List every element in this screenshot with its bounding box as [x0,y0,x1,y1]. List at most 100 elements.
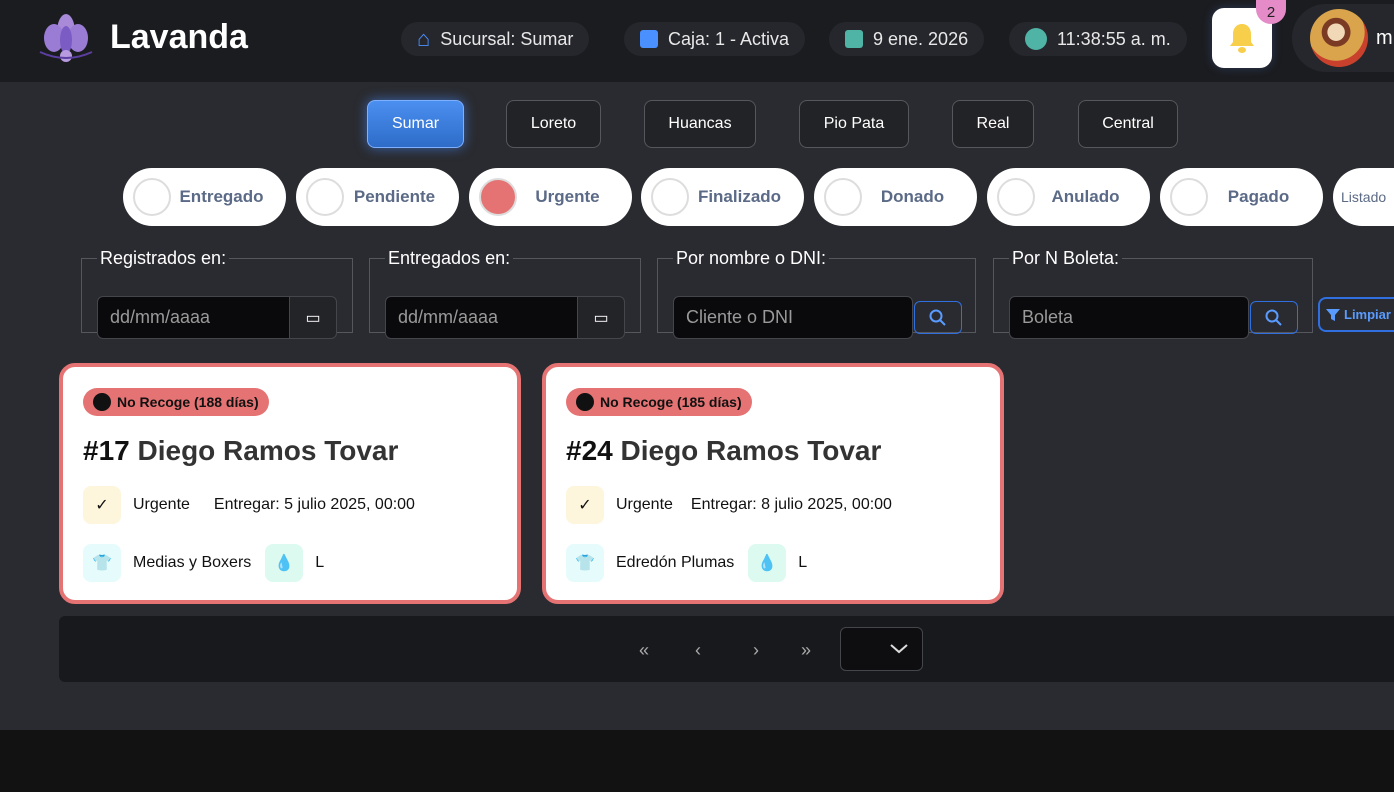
register-icon [640,30,658,48]
badge-text: No Recoge (185 días) [600,394,742,410]
calendar-icon[interactable]: ▭ [289,296,337,339]
status-filter-finalizado[interactable]: Finalizado [641,168,804,226]
search-icon [1265,309,1282,326]
radio-icon [479,178,517,216]
status-filter-pendiente[interactable]: Pendiente [296,168,459,226]
client-search-input[interactable]: Cliente o DNI [673,296,913,339]
first-page-button[interactable]: « [639,640,650,660]
filter-label: Registrados en: [100,248,227,268]
status-label: Pendiente [353,187,436,206]
clock-icon [93,393,111,411]
status-filter-urgente[interactable]: Urgente [469,168,632,226]
clear-filters-button[interactable]: Limpiar [1318,297,1394,332]
order-title: #17 Diego Ramos Tovar [83,435,398,467]
search-button[interactable] [914,301,962,334]
radio-icon [306,178,344,216]
filter-label: Entregados en: [388,248,511,268]
branch-tab-pio-pata[interactable]: Pio Pata [799,100,909,148]
delivered-date-filter: Entregados en: dd/mm/aaaa ▭ [369,248,641,339]
calendar-icon [845,30,863,48]
radio-icon [997,178,1035,216]
shirt-icon: 👕 [83,544,121,582]
radio-icon [1170,178,1208,216]
next-page-button[interactable]: › [753,640,759,660]
order-number: #17 [83,435,130,466]
status-label: Urgente [535,187,600,206]
clock-icon [1025,28,1047,50]
radio-icon [824,178,862,216]
item-size: L [798,554,808,571]
status-filter-entregado[interactable]: Entregado [123,168,286,226]
branch-text: Sucursal: Sumar [440,28,574,49]
status-label: Finalizado [697,187,782,206]
user-name: m [1376,26,1393,49]
order-number: #24 [566,435,613,466]
search-icon [929,309,946,326]
name-filter: Por nombre o DNI: Cliente o DNI [657,248,976,339]
bell-icon [1230,24,1254,53]
priority: Urgente [133,496,190,513]
avatar [1310,9,1368,67]
pagination: « ‹ › » [59,616,1394,682]
status-label: Entregado [179,187,264,206]
check-icon: ✓ [83,486,121,524]
badge-text: No Recoge (188 días) [117,394,259,410]
drop-icon: 💧 [748,544,787,582]
client-name: Diego Ramos Tovar [620,435,882,466]
registered-date-filter: Registrados en: dd/mm/aaaa ▭ [81,248,353,339]
branch-tab-real[interactable]: Real [952,100,1034,148]
status-label: Donado [880,187,945,206]
status-filter-pagado[interactable]: Pagado [1160,168,1323,226]
client-name: Diego Ramos Tovar [137,435,399,466]
status-filter-donado[interactable]: Donado [814,168,977,226]
branch-tab-huancas[interactable]: Huancas [644,100,756,148]
register-text: Caja: 1 - Activa [668,28,790,49]
status-label: Anulado [1051,187,1120,206]
delivery-date: Entregar: 5 julio 2025, 00:00 [213,496,415,513]
order-card[interactable]: No Recoge (188 días) #17 Diego Ramos Tov… [59,363,521,604]
status-label: Listado [1341,189,1387,205]
search-button[interactable] [1250,301,1298,334]
clock-icon [576,393,594,411]
status-filter-anulado[interactable]: Anulado [987,168,1150,226]
radio-icon [651,178,689,216]
filter-label: Por N Boleta: [1012,248,1120,268]
priority: Urgente [616,496,673,513]
check-icon: ✓ [566,486,604,524]
branch-tab-central[interactable]: Central [1078,100,1178,148]
branch-tab-loreto[interactable]: Loreto [506,100,601,148]
clear-label: Limpiar [1344,307,1391,322]
branch-tab-sumar[interactable]: Sumar [367,100,464,148]
top-bar: Lavanda ⌂ Sucursal: Sumar Caja: 1 - Activ… [0,0,1394,82]
register-chip: Caja: 1 - Activa [624,22,806,56]
time-chip: 11:38:55 a. m. [1009,22,1187,56]
date-chip: 9 ene. 2026 [829,22,985,56]
delivered-date-input[interactable]: dd/mm/aaaa [385,296,578,339]
prev-page-button[interactable]: ‹ [695,640,701,660]
date-text: 9 ene. 2026 [873,28,969,49]
order-title: #24 Diego Ramos Tovar [566,435,881,467]
registered-date-input[interactable]: dd/mm/aaaa [97,296,290,339]
item-name: Medias y Boxers [133,554,252,571]
calendar-icon[interactable]: ▭ [577,296,625,339]
branch-chip: ⌂ Sucursal: Sumar [401,22,590,56]
home-icon: ⌂ [417,26,431,51]
status-badge: No Recoge (185 días) [566,388,752,416]
drop-icon: 💧 [265,544,304,582]
page-size-select[interactable] [840,627,923,671]
time-text: 11:38:55 a. m. [1057,28,1171,49]
last-page-button[interactable]: » [801,640,812,660]
filter-icon [1326,308,1340,321]
item-size: L [315,554,325,571]
order-card[interactable]: No Recoge (185 días) #24 Diego Ramos Tov… [542,363,1004,604]
ticket-search-input[interactable]: Boleta [1009,296,1249,339]
notifications-button[interactable] [1212,8,1272,68]
radio-icon [133,178,171,216]
user-menu[interactable]: m [1292,4,1394,72]
filter-label: Por nombre o DNI: [676,248,827,268]
ticket-filter: Por N Boleta: Boleta [993,248,1313,339]
chevron-down-icon [890,644,908,654]
status-filter-listado[interactable]: Listado [1333,168,1394,226]
shirt-icon: 👕 [566,544,604,582]
app-name: Lavanda [110,18,248,56]
